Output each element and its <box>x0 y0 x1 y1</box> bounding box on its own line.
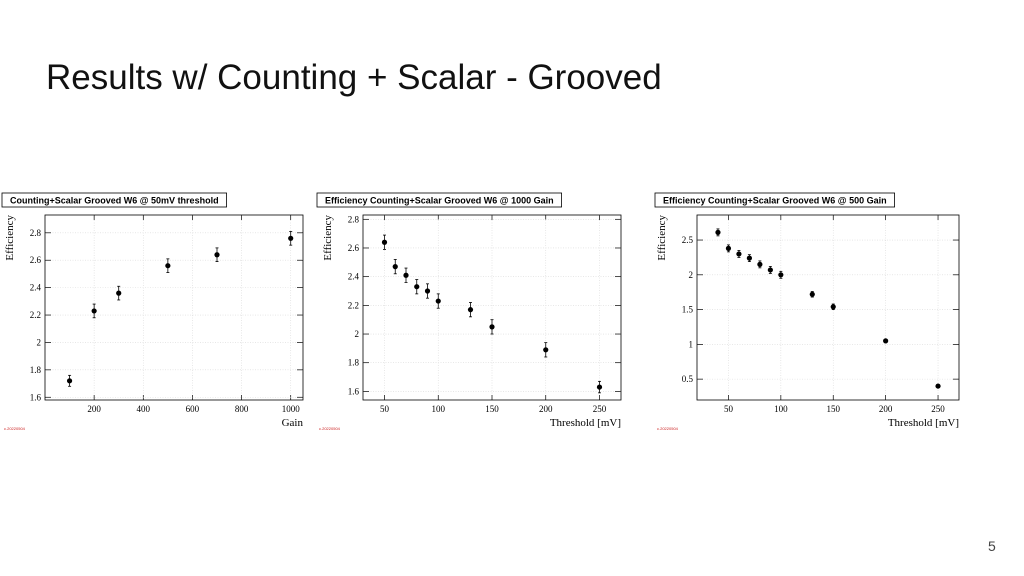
chart-stamp: c.20220504 <box>319 426 341 431</box>
y-axis-label: Efficiency <box>656 215 668 261</box>
data-point <box>715 229 721 235</box>
data-point <box>435 298 441 304</box>
chart-title: Counting+Scalar Grooved W6 @ 50mV thresh… <box>10 196 219 206</box>
chart-threshold-scan-1000-gain: Efficiency Counting+Scalar Grooved W6 @ … <box>316 192 622 431</box>
y-tick-label: 1.6 <box>30 392 42 402</box>
y-tick-label: 2 <box>37 337 42 347</box>
data-point <box>778 272 784 278</box>
y-tick-label: 0.5 <box>682 374 694 384</box>
data-point <box>467 307 474 313</box>
data-point <box>767 267 773 273</box>
y-tick-label: 1 <box>689 339 694 349</box>
x-tick-label: 200 <box>879 404 893 414</box>
y-tick-label: 1.5 <box>682 305 694 315</box>
data-point <box>403 272 409 278</box>
y-tick-label: 1.8 <box>30 365 42 375</box>
data-point <box>935 383 941 389</box>
y-tick-label: 2.4 <box>30 283 42 293</box>
x-axis-label: Threshold [mV] <box>550 417 621 429</box>
plot-frame <box>696 214 960 401</box>
chart-title: Efficiency Counting+Scalar Grooved W6 @ … <box>663 196 887 206</box>
x-tick-label: 50 <box>380 404 390 414</box>
data-point <box>288 235 294 241</box>
x-tick-label: 600 <box>186 404 200 414</box>
y-tick-label: 2 <box>689 270 694 280</box>
data-point <box>381 239 388 245</box>
y-tick-label: 2.5 <box>682 235 694 245</box>
data-point <box>66 378 73 384</box>
x-tick-label: 150 <box>485 404 499 414</box>
y-tick-label: 2.4 <box>348 272 360 282</box>
x-tick-label: 150 <box>826 404 840 414</box>
plot-frame <box>44 214 304 401</box>
x-axis-label: Gain <box>282 417 304 429</box>
y-tick-label: 2.2 <box>30 310 41 320</box>
data-point <box>165 263 171 269</box>
data-point <box>809 291 815 297</box>
data-point <box>424 288 431 294</box>
data-point <box>116 290 122 296</box>
y-tick-label: 2.6 <box>30 255 42 265</box>
x-tick-label: 100 <box>432 404 446 414</box>
chart-stamp: c.20220504 <box>657 426 679 431</box>
x-tick-label: 200 <box>87 404 101 414</box>
chart-title-box <box>654 192 895 208</box>
data-point <box>489 324 495 330</box>
data-point <box>91 308 97 314</box>
x-tick-label: 100 <box>774 404 788 414</box>
x-tick-label: 400 <box>137 404 151 414</box>
data-point <box>746 255 752 261</box>
y-axis-label: Efficiency <box>4 215 16 261</box>
data-point <box>757 261 763 267</box>
y-tick-label: 2.6 <box>348 243 360 253</box>
x-tick-label: 250 <box>593 404 607 414</box>
data-point <box>214 252 220 258</box>
y-tick-label: 1.6 <box>348 386 360 396</box>
data-point <box>392 264 398 270</box>
chart-title-box <box>316 192 562 208</box>
slide-number: 5 <box>988 538 996 554</box>
x-tick-label: 50 <box>724 404 734 414</box>
data-point <box>414 284 420 290</box>
y-tick-label: 1.8 <box>348 358 360 368</box>
slide-title: Results w/ Counting + Scalar - Grooved <box>46 58 662 97</box>
chart-title: Efficiency Counting+Scalar Grooved W6 @ … <box>325 196 554 206</box>
y-axis-label: Efficiency <box>322 215 334 261</box>
x-tick-label: 250 <box>931 404 945 414</box>
y-tick-label: 2.2 <box>348 300 359 310</box>
x-tick-label: 1000 <box>282 404 301 414</box>
chart-title-box <box>1 192 227 208</box>
data-point <box>830 304 836 310</box>
x-axis-label: Threshold [mV] <box>888 417 959 429</box>
data-point <box>725 245 732 251</box>
data-point <box>543 347 549 353</box>
data-point <box>883 338 889 344</box>
x-tick-label: 800 <box>235 404 249 414</box>
x-tick-label: 200 <box>539 404 553 414</box>
y-tick-label: 2.8 <box>30 228 42 238</box>
chart-gain-scan: Counting+Scalar Grooved W6 @ 50mV thresh… <box>1 192 304 431</box>
data-point <box>736 251 742 257</box>
y-tick-label: 2.8 <box>348 214 360 224</box>
chart-stamp: c.20220504 <box>4 426 26 431</box>
y-tick-label: 2 <box>355 329 360 339</box>
data-point <box>596 384 603 390</box>
chart-threshold-scan-500-gain: Efficiency Counting+Scalar Grooved W6 @ … <box>654 192 960 431</box>
